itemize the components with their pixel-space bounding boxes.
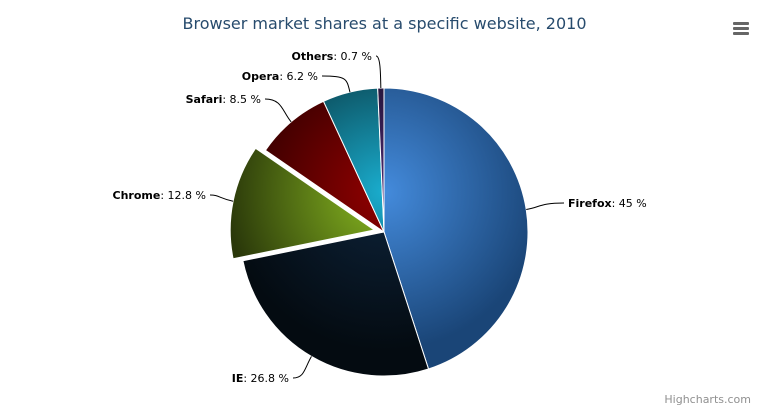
- connector-chrome: [209, 194, 234, 202]
- connector-firefox: [526, 202, 565, 210]
- data-label-ie: IE: 26.8 %: [232, 372, 289, 385]
- connector-safari: [264, 98, 292, 123]
- data-label-chrome: Chrome: 12.8 %: [113, 189, 206, 202]
- pie-slice-others[interactable]: [377, 87, 385, 233]
- data-label-safari: Safari: 8.5 %: [186, 93, 261, 106]
- connector-opera: [321, 75, 351, 93]
- connector-others: [375, 55, 382, 89]
- pie-slice-firefox[interactable]: [383, 87, 529, 370]
- hamburger-menu-icon[interactable]: [733, 22, 749, 36]
- connector-ie: [292, 356, 312, 379]
- data-label-others: Others: 0.7 %: [291, 50, 372, 63]
- pie-slice-ie[interactable]: [242, 231, 430, 377]
- data-label-opera: Opera: 6.2 %: [242, 70, 318, 83]
- credits-link[interactable]: Highcharts.com: [664, 393, 751, 406]
- data-label-firefox: Firefox: 45 %: [568, 197, 647, 210]
- chart-title: Browser market shares at a specific webs…: [182, 14, 587, 33]
